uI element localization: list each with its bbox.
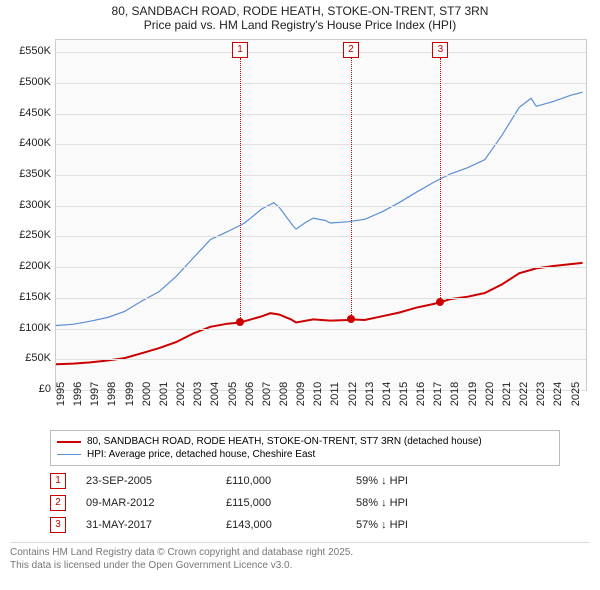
gridline-h [56,359,586,360]
legend: 80, SANDBACH ROAD, RODE HEATH, STOKE-ON-… [50,430,560,466]
sale-delta: 58% ↓ HPI [356,497,476,509]
legend-label-2: HPI: Average price, detached house, Ches… [87,449,315,460]
gridline-h [56,329,586,330]
x-tick-label: 2025 [570,382,600,406]
gridline-h [56,267,586,268]
y-tick-label: £150K [5,291,51,303]
series-hpi [56,92,583,325]
y-tick-label: £350K [5,168,51,180]
sales-table: 1 23-SEP-2005 £110,000 59% ↓ HPI 2 09-MAR-201… [50,470,590,536]
sale-date: 31-MAY-2017 [86,519,206,531]
y-tick-label: £200K [5,260,51,272]
sale-row-marker: 3 [50,517,66,533]
y-tick-label: £250K [5,229,51,241]
gridline-h [56,236,586,237]
legend-row-2: HPI: Average price, detached house, Ches… [57,448,553,461]
y-tick-label: £300K [5,199,51,211]
sale-row-marker: 1 [50,473,66,489]
sale-date: 09-MAR-2012 [86,497,206,509]
attribution-line1: Contains HM Land Registry data © Crown c… [10,546,590,559]
gridline-h [56,83,586,84]
gridline-h [56,206,586,207]
sale-row-marker: 2 [50,495,66,511]
sale-marker-box: 3 [432,42,448,58]
plot-svg [56,40,586,390]
y-tick-label: £450K [5,107,51,119]
sale-row: 3 31-MAY-2017 £143,000 57% ↓ HPI [50,514,590,536]
legend-label-1: 80, SANDBACH ROAD, RODE HEATH, STOKE-ON-… [87,436,482,447]
y-tick-label: £100K [5,322,51,334]
plot-area: 1 2 3 [55,39,587,391]
chart-area: 1 2 3 £0 £50K £100K £150K £200K £250K £300K £350K… [5,34,595,424]
sale-price: £143,000 [226,519,336,531]
y-tick-label: £400K [5,137,51,149]
title-line2: Price paid vs. HM Land Registry's House … [0,18,600,34]
attribution-line2: This data is licensed under the Open Gov… [10,559,590,572]
sale-marker-line [440,58,441,302]
legend-swatch-2 [57,454,81,455]
sale-marker-dot [236,318,244,326]
y-tick-label: £550K [5,45,51,57]
y-tick-label: £50K [5,352,51,364]
sale-delta: 59% ↓ HPI [356,475,476,487]
title-line1: 80, SANDBACH ROAD, RODE HEATH, STOKE-ON-… [0,0,600,18]
y-tick-label: £500K [5,76,51,88]
attribution: Contains HM Land Registry data © Crown c… [10,542,590,572]
legend-swatch-1 [57,441,81,443]
gridline-h [56,114,586,115]
sale-row: 2 09-MAR-2012 £115,000 58% ↓ HPI [50,492,590,514]
sale-marker-dot [436,298,444,306]
series-price_paid [56,263,583,364]
gridline-h [56,144,586,145]
legend-row-1: 80, SANDBACH ROAD, RODE HEATH, STOKE-ON-… [57,435,553,448]
sale-marker-dot [347,315,355,323]
y-tick-label: £0 [5,383,51,395]
chart-container: 80, SANDBACH ROAD, RODE HEATH, STOKE-ON-… [0,0,600,590]
sale-price: £110,000 [226,475,336,487]
sale-delta: 57% ↓ HPI [356,519,476,531]
sale-date: 23-SEP-2005 [86,475,206,487]
sale-marker-line [240,58,241,322]
sale-price: £115,000 [226,497,336,509]
sale-marker-box: 2 [343,42,359,58]
gridline-h [56,298,586,299]
gridline-h [56,52,586,53]
sale-marker-box: 1 [232,42,248,58]
sale-marker-line [351,58,352,319]
gridline-h [56,175,586,176]
sale-row: 1 23-SEP-2005 £110,000 59% ↓ HPI [50,470,590,492]
